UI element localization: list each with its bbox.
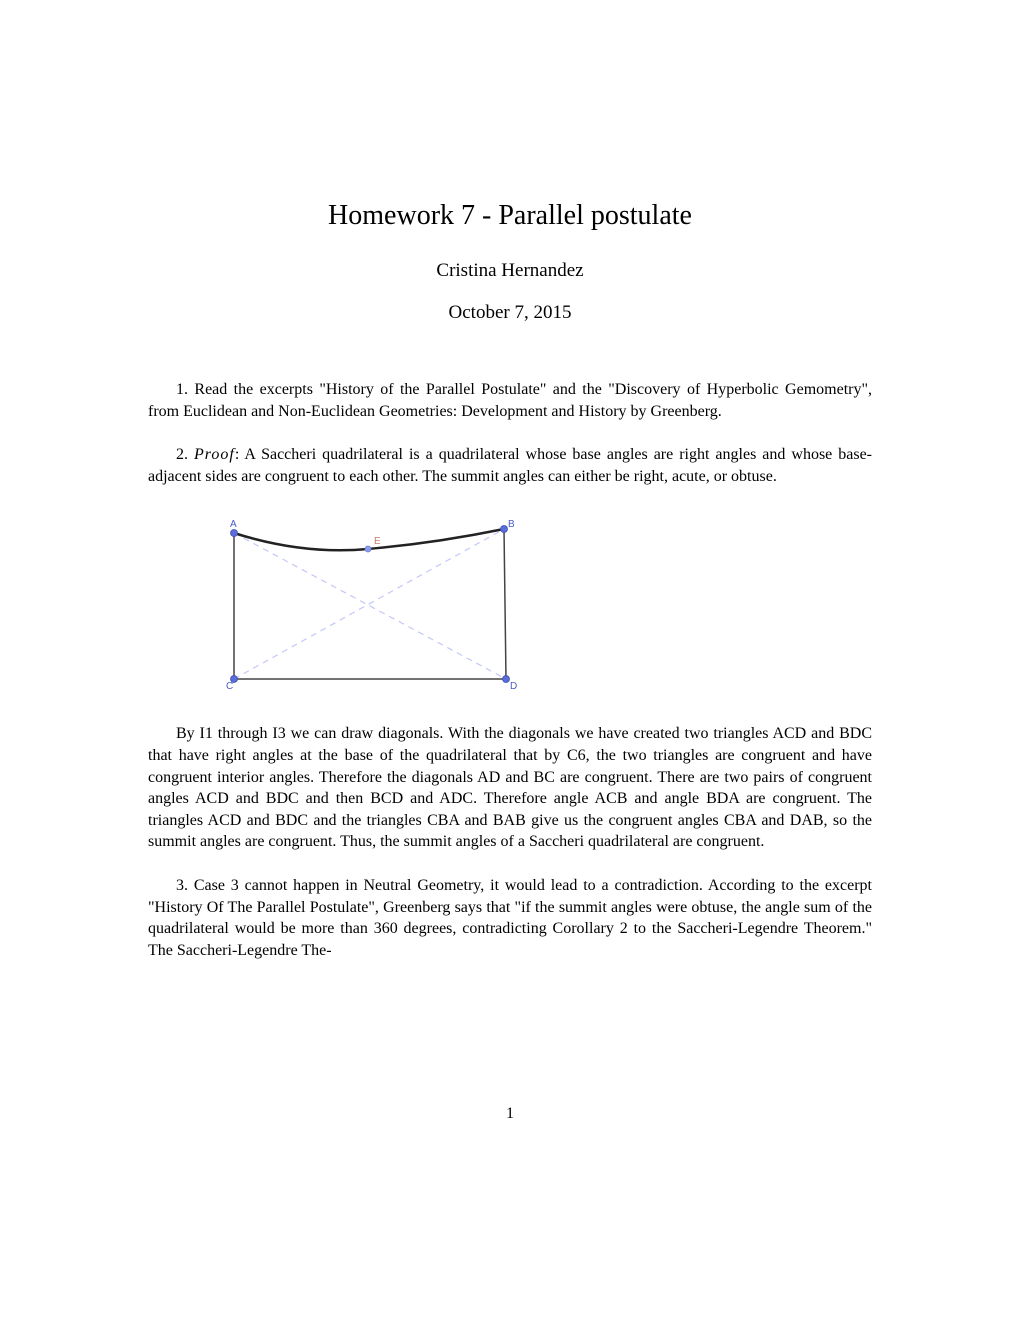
saccheri-quadrilateral-figure: A B C D E xyxy=(208,509,872,699)
proof-label: Proof xyxy=(194,446,235,463)
document-author: Cristina Hernandez xyxy=(148,260,872,282)
document-date: October 7, 2015 xyxy=(148,302,872,324)
vertex-e xyxy=(365,546,371,552)
label-e: E xyxy=(374,536,381,547)
figure-svg: A B C D E xyxy=(208,509,528,699)
vertex-b xyxy=(501,526,508,533)
paragraph-3: By I1 through I3 we can draw diagonals. … xyxy=(148,723,872,853)
page-number: 1 xyxy=(0,1105,1020,1123)
label-d: D xyxy=(510,681,517,692)
paragraph-2-prefix: 2. xyxy=(176,446,194,463)
paragraph-4-text: 3. Case 3 cannot happen in Neutral Geome… xyxy=(148,877,872,959)
paragraph-2: 2. Proof: A Saccheri quadrilateral is a … xyxy=(148,444,872,487)
vertex-a xyxy=(231,530,238,537)
label-a: A xyxy=(230,519,237,530)
document-title: Homework 7 - Parallel postulate xyxy=(148,200,872,232)
paragraph-1: 1. Read the excerpts "History of the Par… xyxy=(148,379,872,422)
diagonal-ad xyxy=(234,533,506,679)
label-c: C xyxy=(226,681,233,692)
vertex-d xyxy=(503,676,510,683)
paragraph-4: 3. Case 3 cannot happen in Neutral Geome… xyxy=(148,875,872,961)
label-b: B xyxy=(508,519,515,530)
paragraph-1-text: 1. Read the excerpts "History of the Par… xyxy=(148,381,872,420)
paragraph-2-body: : A Saccheri quadrilateral is a quadrila… xyxy=(148,446,872,485)
paragraph-3-text: By I1 through I3 we can draw diagonals. … xyxy=(148,725,872,850)
side-db xyxy=(504,529,506,679)
